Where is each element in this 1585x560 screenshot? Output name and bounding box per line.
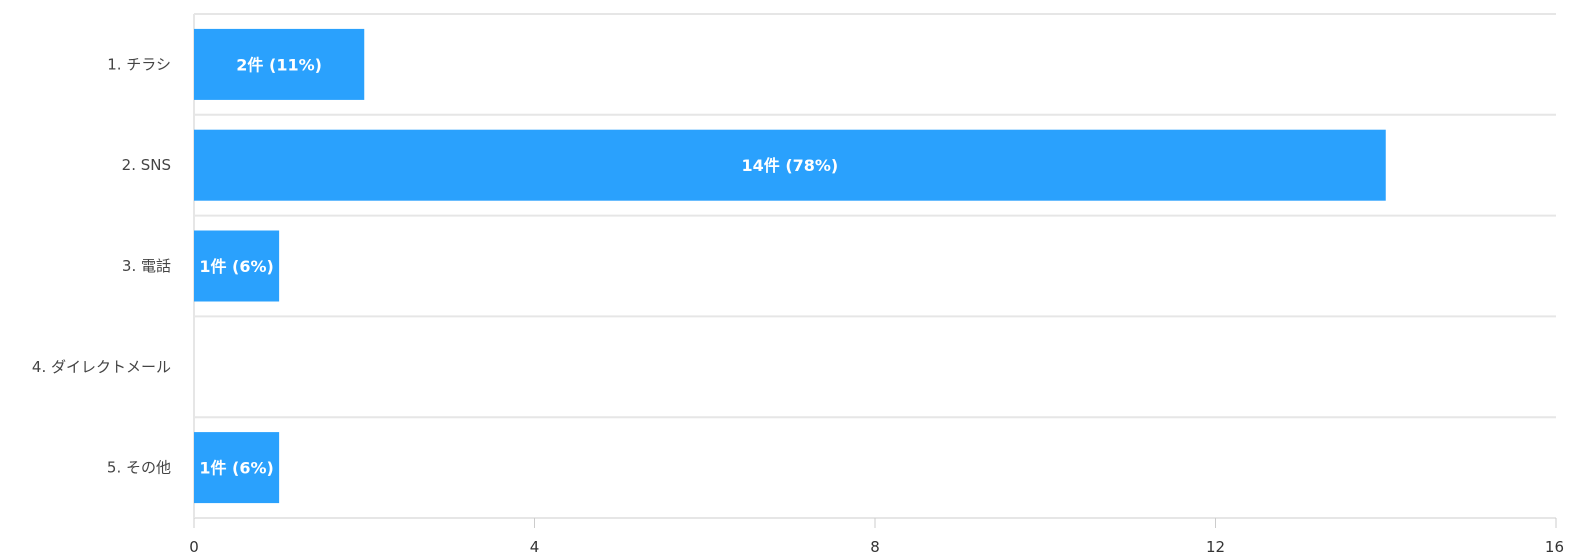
category-labels: 1. チラシ 2. SNS 3. 電話 4. ダイレクトメール 5. その他 — [32, 55, 171, 476]
bar — [194, 28, 365, 100]
bars: 2件 (11%) 14件 (78%) 1件 (6%) 1件 (6%) — [194, 28, 1386, 504]
bar — [194, 432, 280, 504]
x-axis-ticks: 0 4 8 12 16 — [189, 518, 1564, 556]
bar-data-label: 2件 (11%) — [236, 55, 322, 74]
category-label: 2. SNS — [122, 156, 171, 174]
x-tick-label: 0 — [189, 538, 199, 556]
x-tick-label: 16 — [1545, 538, 1564, 556]
gridlines — [193, 13, 1556, 519]
bar — [194, 129, 1386, 201]
bar-data-label: 1件 (6%) — [199, 459, 274, 478]
x-tick-label: 8 — [870, 538, 880, 556]
bar-data-label: 14件 (78%) — [741, 156, 838, 175]
x-tick-label: 4 — [530, 538, 540, 556]
category-label: 5. その他 — [107, 459, 171, 477]
category-label: 4. ダイレクトメール — [32, 358, 171, 376]
category-label: 1. チラシ — [107, 55, 171, 73]
category-label: 3. 電話 — [122, 257, 171, 275]
x-tick-label: 12 — [1206, 538, 1225, 556]
bar-data-label: 1件 (6%) — [199, 257, 274, 276]
bar — [194, 230, 280, 302]
